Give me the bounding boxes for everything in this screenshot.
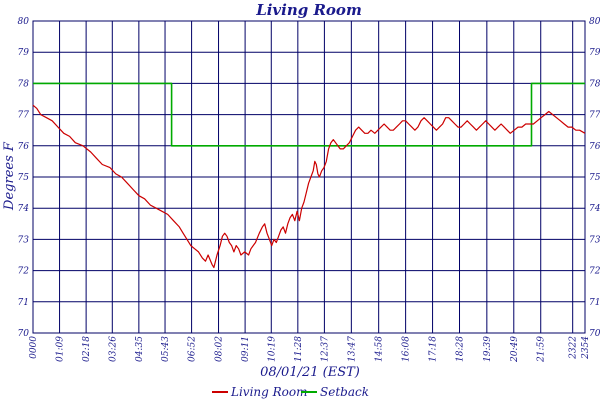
y-tick-label: 72 [18,267,30,277]
y-tick-label: 74 [18,204,30,214]
x-tick-label: 13:47 [347,336,357,362]
x-tick-label: 2322 [569,336,579,360]
y-tick-label: 71 [18,298,29,308]
x-tick-label: 09:11 [241,336,251,362]
y-tick-label: 76 [18,142,30,152]
y-tick-labels-left: 70 71 72 73 74 75 76 77 78 79 80 [18,17,30,339]
x-tick-label: 18:28 [456,336,466,362]
y-tick-label-right: 70 [589,329,600,339]
y-axis-label: Degrees F [2,141,17,211]
x-tick-label: 01:09 [56,336,66,362]
x-tick-label: 08:02 [215,336,225,362]
x-tick-label: 21:59 [537,336,547,363]
x-tick-label: 05:43 [161,336,171,362]
x-tick-label: 2354 [581,336,591,360]
x-tick-label: 06:52 [188,336,198,362]
x-tick-label: 0000 [29,336,39,359]
series-layer [32,82,586,269]
y-tick-label: 70 [18,329,30,339]
x-tick-labels: 0000 01:09 02:18 03:26 04:35 05:43 06:52 08:02 0… [29,336,591,363]
y-tick-label-right: 75 [589,173,600,183]
x-tick-label: 14:58 [375,336,385,362]
x-tick-label: 16:08 [402,336,412,362]
legend-label-living-room: Living Room [230,385,308,399]
x-tick-label: 19:39 [483,336,493,362]
chart-title: Living Room [255,1,362,19]
y-tick-label: 79 [18,48,30,58]
y-tick-label-right: 79 [589,48,600,58]
y-tick-label-right: 71 [589,298,600,308]
x-tick-label: 10:19 [267,336,277,362]
series-line-living-room [32,104,586,269]
y-tick-labels-right: 70 71 72 73 74 75 76 77 78 79 80 [589,17,600,339]
x-tick-label: 04:35 [135,336,145,362]
y-tick-label: 73 [18,235,30,245]
x-axis-label: 08/01/21 (EST) [260,365,360,380]
y-tick-label-right: 73 [589,235,600,245]
x-tick-label: 12:37 [320,336,330,362]
x-tick-label: 02:18 [82,336,92,362]
y-tick-label-right: 74 [589,204,600,214]
y-tick-label-right: 76 [589,142,600,152]
series-line-setback [33,82,585,147]
y-tick-label: 77 [18,111,30,121]
x-tick-label: 11:28 [294,336,304,362]
y-tick-label-right: 80 [589,17,600,27]
legend: Living Room Setback [212,385,369,399]
x-tick-label: 17:18 [429,336,439,362]
y-tick-label: 80 [18,17,30,27]
y-tick-label-right: 72 [589,267,600,277]
y-tick-label-right: 78 [589,79,600,89]
x-tick-label: 03:26 [108,336,118,362]
y-tick-label-right: 77 [589,111,600,121]
y-tick-label: 75 [18,173,30,183]
x-tick-label: 20:49 [510,336,520,363]
legend-label-setback: Setback [320,385,369,399]
y-tick-label: 78 [18,79,30,89]
